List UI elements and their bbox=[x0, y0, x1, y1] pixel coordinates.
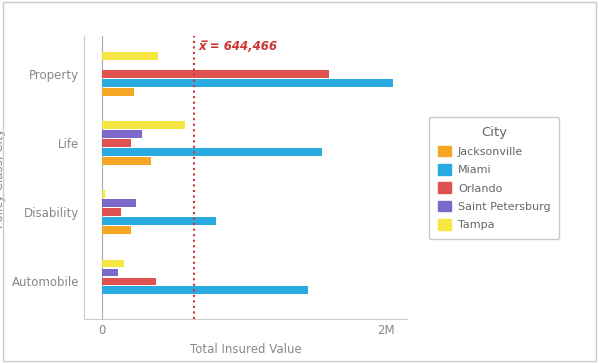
Legend: Jacksonville, Miami, Orlando, Saint Petersburg, Tampa: Jacksonville, Miami, Orlando, Saint Pete… bbox=[429, 117, 559, 239]
Bar bbox=[102, 52, 158, 60]
Bar bbox=[102, 217, 216, 225]
Y-axis label: Policy Class, City: Policy Class, City bbox=[0, 128, 6, 228]
Bar bbox=[102, 260, 123, 268]
Bar bbox=[102, 70, 329, 78]
Bar bbox=[102, 148, 322, 156]
Bar bbox=[102, 88, 134, 96]
Bar bbox=[102, 139, 131, 147]
Bar bbox=[102, 277, 156, 285]
Bar bbox=[102, 286, 308, 294]
Bar bbox=[102, 208, 121, 216]
Text: x̅ = 644,466: x̅ = 644,466 bbox=[198, 40, 277, 53]
Bar bbox=[102, 269, 118, 277]
Bar bbox=[102, 122, 184, 129]
Bar bbox=[102, 191, 105, 199]
Bar bbox=[102, 79, 393, 87]
Bar bbox=[102, 157, 150, 165]
Bar bbox=[102, 130, 142, 138]
Bar bbox=[102, 227, 131, 234]
X-axis label: Total Insured Value: Total Insured Value bbox=[190, 343, 301, 356]
Bar bbox=[102, 200, 137, 207]
